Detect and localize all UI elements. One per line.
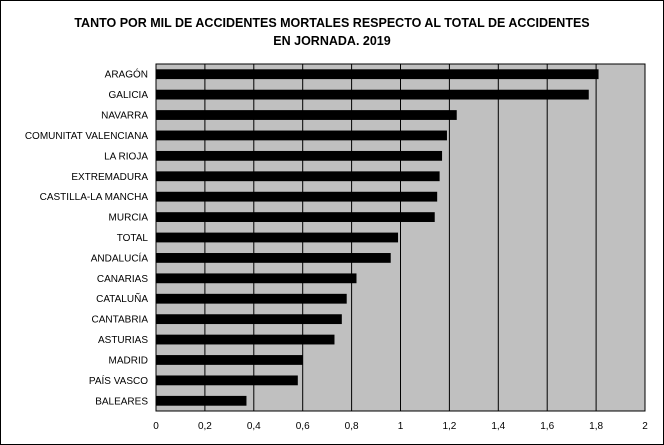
- x-tick-label: 0,2: [198, 421, 212, 432]
- x-tick-label: 1,2: [442, 421, 456, 432]
- category-label: PAÍS VASCO: [89, 374, 148, 387]
- category-label: ASTURIAS: [98, 335, 148, 346]
- category-label: CASTILLA-LA MANCHA: [40, 192, 149, 203]
- category-label: CANARIAS: [97, 274, 148, 285]
- bar: [156, 150, 443, 161]
- category-label: CANTABRIA: [92, 315, 149, 326]
- bar: [156, 375, 298, 386]
- bar: [156, 253, 391, 263]
- category-label: EXTREMADURA: [71, 172, 148, 183]
- x-tick-label: 1,8: [589, 421, 603, 432]
- x-tick-label: 0,4: [247, 421, 261, 432]
- chart-title: TANTO POR MIL DE ACCIDENTES MORTALES RES…: [74, 16, 590, 48]
- bar: [156, 130, 447, 141]
- category-label: ARAGÓN: [105, 68, 148, 81]
- x-tick-label: 0,6: [296, 421, 310, 432]
- x-tick-label: 1,4: [491, 421, 505, 432]
- x-tick-label: 0: [153, 421, 159, 432]
- bar: [156, 171, 440, 182]
- category-label: BALEARES: [95, 396, 148, 407]
- bar: [156, 334, 335, 345]
- bar: [156, 191, 438, 202]
- bar: [156, 110, 457, 120]
- x-tick-label: 1: [398, 421, 404, 432]
- category-label: COMUNITAT VALENCIANA: [25, 131, 148, 142]
- x-tick-label: 2: [642, 421, 648, 432]
- category-label: ANDALUCÍA: [91, 251, 149, 264]
- bar: [156, 89, 589, 100]
- category-label: NAVARRA: [101, 111, 148, 122]
- bars: [156, 69, 599, 406]
- x-tick-label: 0,8: [345, 421, 359, 432]
- bar: [156, 355, 303, 365]
- category-label: TOTAL: [117, 233, 149, 244]
- bar: [156, 212, 435, 222]
- category-label: GALICIA: [109, 90, 149, 101]
- category-label: MURCIA: [109, 213, 149, 224]
- category-labels: ARAGÓN GALICIA NAVARRA COMUNITAT VALENCIANA…: [25, 68, 149, 408]
- category-label: CATALUÑA: [96, 292, 148, 305]
- bar: [156, 69, 599, 80]
- bar: [156, 232, 399, 243]
- bar: [156, 273, 357, 284]
- category-label: MADRID: [109, 355, 148, 366]
- bar: [156, 293, 347, 304]
- bar: [156, 314, 342, 325]
- category-label: LA RIOJA: [104, 151, 148, 162]
- x-tick-labels: 0 0,2 0,4 0,6 0,8 1 1,2 1,4 1,6 1,8 2: [153, 421, 648, 432]
- bar: [156, 395, 247, 406]
- x-tick-label: 1,6: [540, 421, 554, 432]
